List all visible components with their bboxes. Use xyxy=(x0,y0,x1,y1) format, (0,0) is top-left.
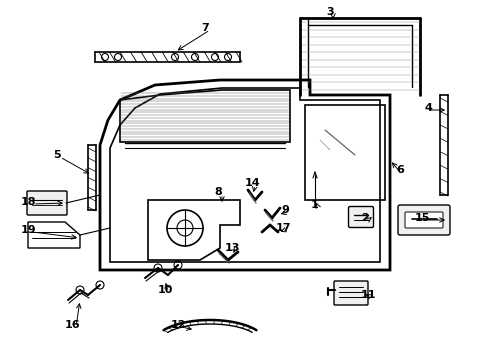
Text: 3: 3 xyxy=(326,7,334,17)
Text: 18: 18 xyxy=(20,197,36,207)
FancyBboxPatch shape xyxy=(405,212,443,228)
Text: 13: 13 xyxy=(224,243,240,253)
Text: 19: 19 xyxy=(20,225,36,235)
FancyBboxPatch shape xyxy=(27,191,67,215)
Text: 17: 17 xyxy=(275,223,291,233)
Text: 11: 11 xyxy=(360,290,376,300)
Text: 12: 12 xyxy=(170,320,186,330)
Text: 7: 7 xyxy=(201,23,209,33)
Text: 1: 1 xyxy=(311,200,319,210)
FancyBboxPatch shape xyxy=(334,281,368,305)
Text: 4: 4 xyxy=(424,103,432,113)
Text: 5: 5 xyxy=(53,150,61,160)
Text: 14: 14 xyxy=(244,178,260,188)
Text: 6: 6 xyxy=(396,165,404,175)
Text: 8: 8 xyxy=(214,187,222,197)
Text: 15: 15 xyxy=(415,213,430,223)
Text: 10: 10 xyxy=(157,285,172,295)
FancyBboxPatch shape xyxy=(348,207,373,228)
Text: 16: 16 xyxy=(64,320,80,330)
Text: 2: 2 xyxy=(361,213,369,223)
FancyBboxPatch shape xyxy=(398,205,450,235)
Text: 9: 9 xyxy=(281,205,289,215)
